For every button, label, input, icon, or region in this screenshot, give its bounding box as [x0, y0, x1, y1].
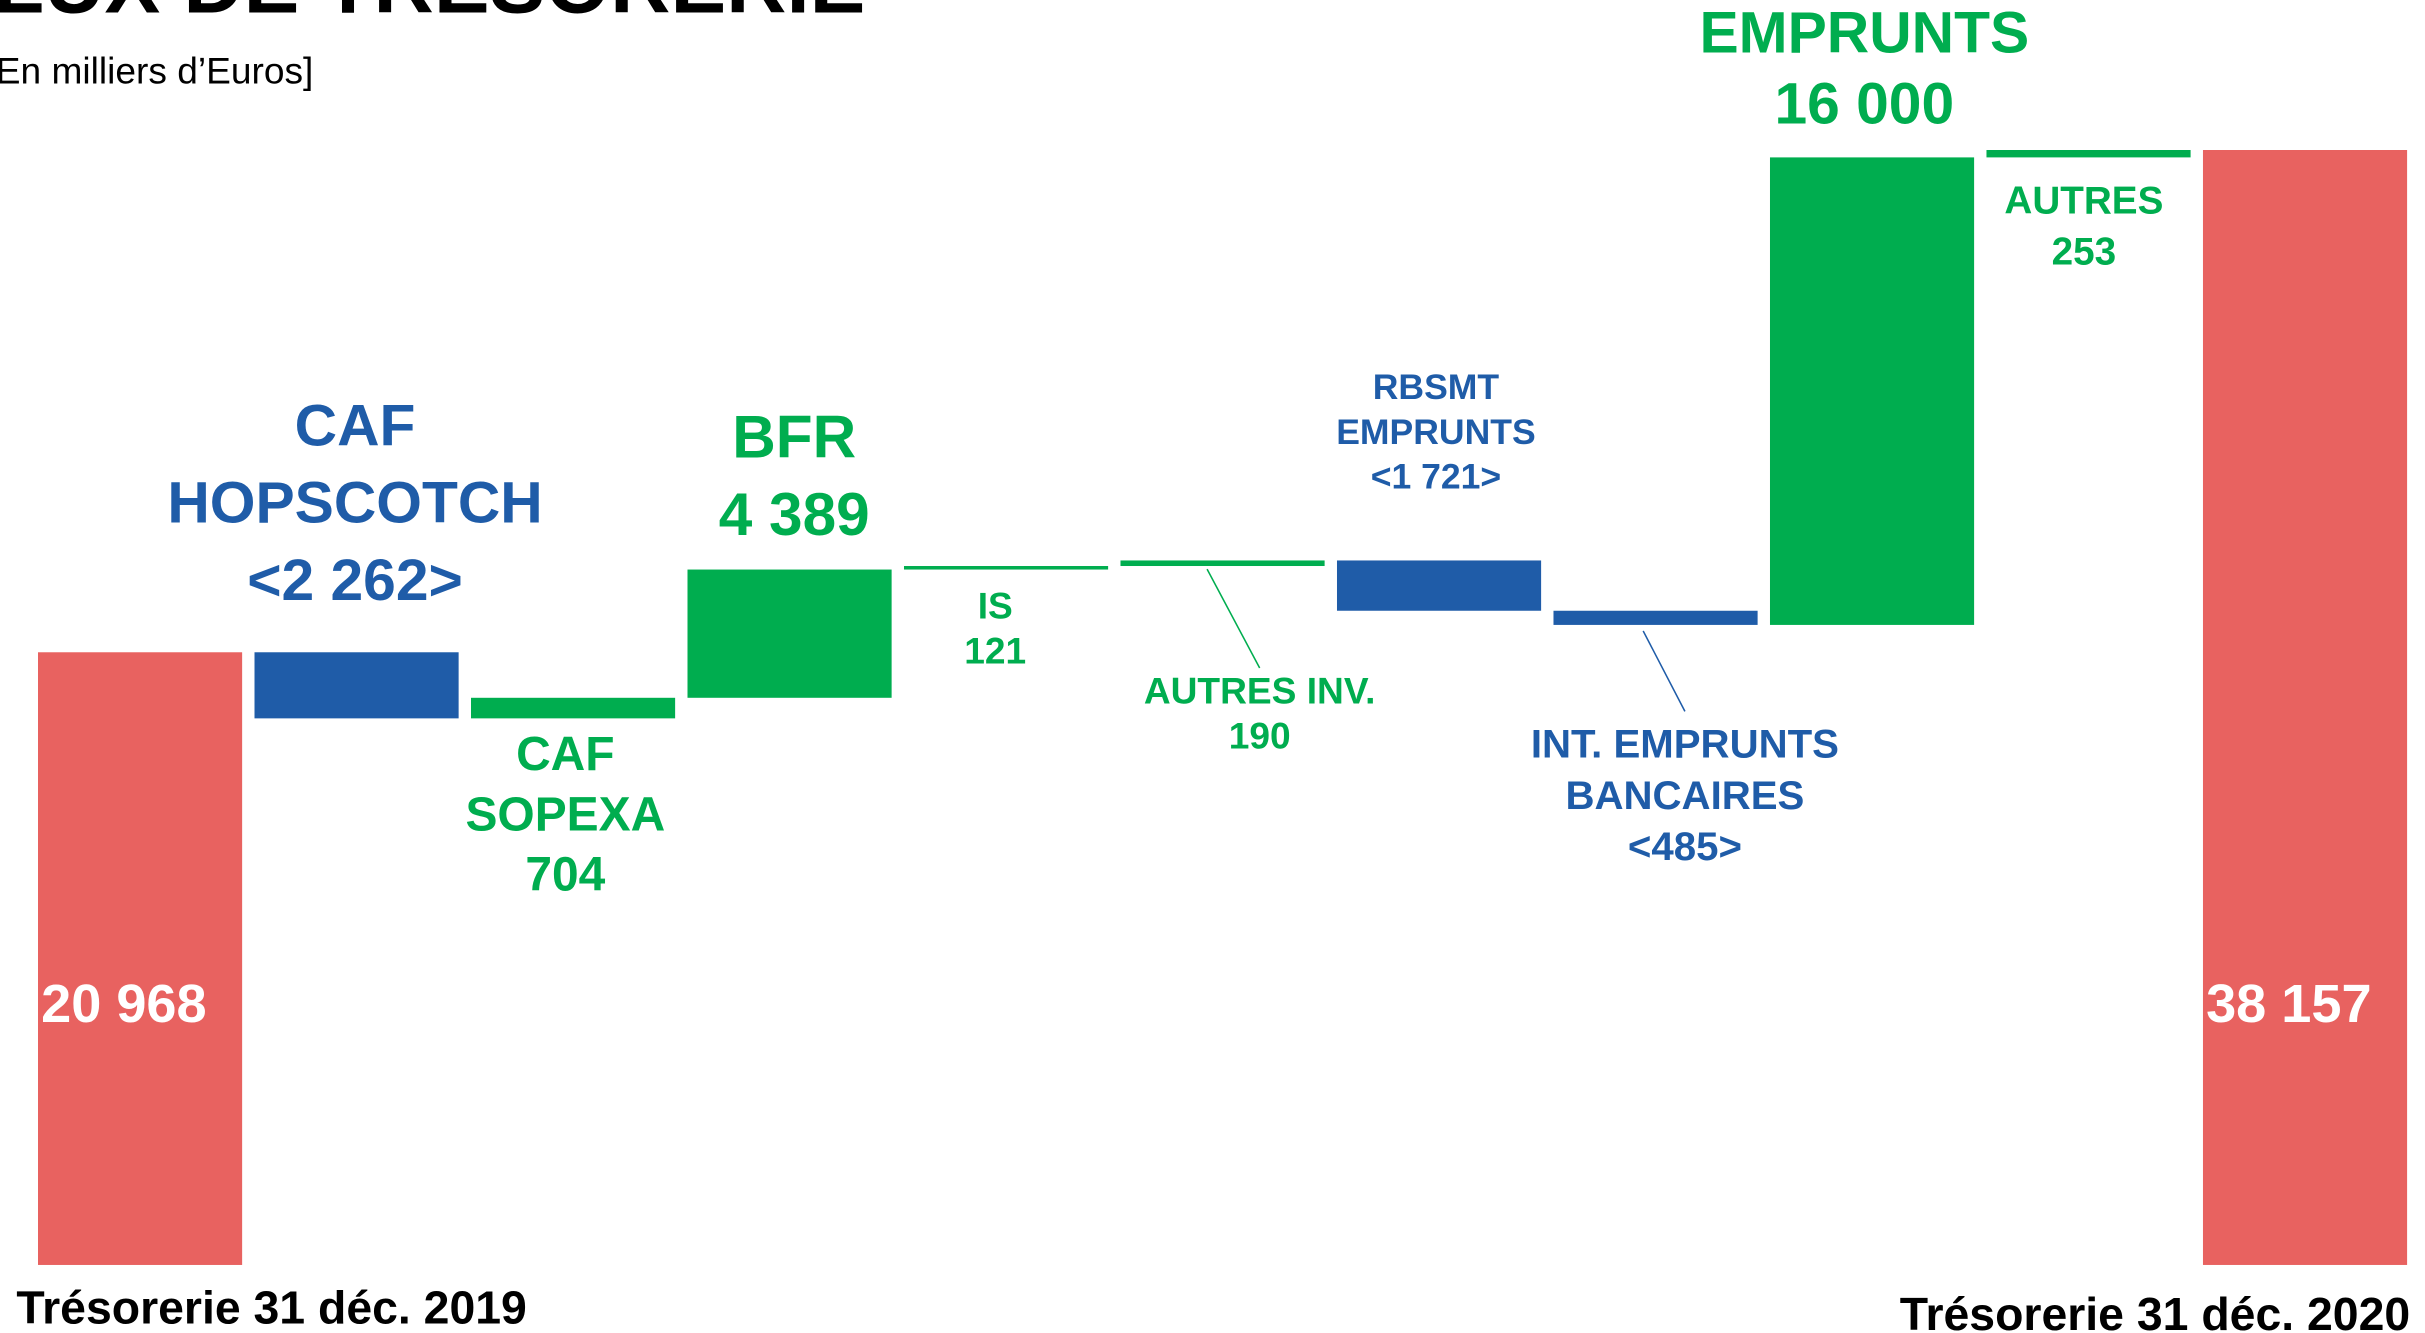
leader-line [1642, 630, 1686, 712]
step-label: CAF [516, 728, 615, 781]
step-bar [1336, 560, 1542, 611]
leader-line [1206, 568, 1261, 669]
total-value-label: 20 968 [41, 974, 206, 1034]
step-label: AUTRES [2004, 179, 2163, 222]
total-bar [38, 652, 243, 1265]
step-value-label: 16 000 [1774, 72, 1954, 137]
chart-subtitle: [En milliers d’Euros] [0, 50, 313, 92]
step-label: RBSMT [1373, 367, 1500, 407]
step-label: INT. EMPRUNTS [1531, 722, 1839, 767]
step-label: IS [978, 585, 1013, 627]
x-label: Trésorerie 31 déc. 2019 [16, 1282, 526, 1333]
step-value-label: 704 [525, 849, 605, 902]
step-bar [1986, 150, 2191, 158]
step-bar [470, 697, 676, 719]
step-label: EMPRUNTS [1336, 412, 1535, 452]
step-label: CAF [295, 393, 416, 458]
step-label: HOPSCOTCH [167, 471, 542, 536]
total-bar [2202, 150, 2408, 1265]
step-label: EMPRUNTS [1699, 1, 2029, 66]
step-value-label: 4 389 [719, 480, 870, 548]
x-label: Trésorerie 31 déc. 2020 [1900, 1288, 2411, 1333]
step-bar [1120, 560, 1325, 567]
step-value-label: 253 [2052, 230, 2117, 273]
step-label: AUTRES INV. [1144, 670, 1376, 712]
chart-title: FLUX DE TRÉSORERIE [0, 0, 865, 30]
step-label: SOPEXA [465, 788, 665, 841]
step-bar [1769, 157, 1975, 625]
step-value-label: <1 721> [1371, 457, 1501, 497]
step-label: BANCAIRES [1565, 773, 1804, 818]
step-value-label: <2 262> [247, 548, 463, 613]
step-bar [687, 569, 892, 698]
step-bar [254, 652, 459, 719]
total-value-label: 38 157 [2206, 974, 2372, 1034]
step-bar [1553, 610, 1758, 625]
step-value-label: 190 [1229, 714, 1291, 756]
step-label: BFR [732, 403, 856, 471]
step-bar [903, 566, 1109, 570]
step-value-label: 121 [964, 629, 1026, 671]
step-value-label: <485> [1628, 824, 1742, 869]
